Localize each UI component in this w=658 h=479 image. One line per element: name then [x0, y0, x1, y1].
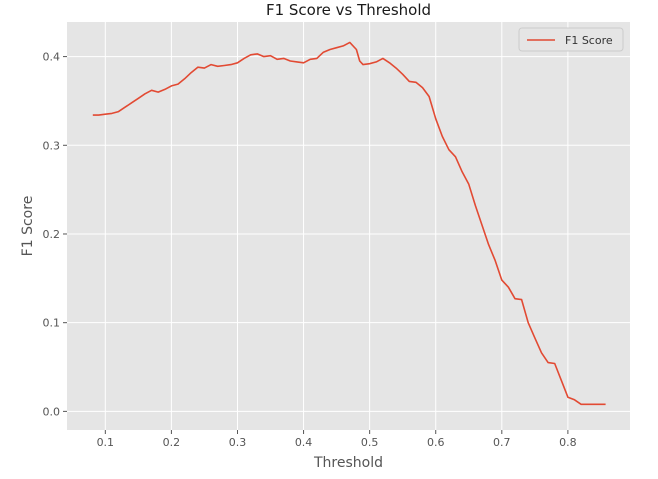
x-tick-label: 0.6: [427, 436, 445, 449]
x-tick-label: 0.8: [559, 436, 577, 449]
x-tick-label: 0.5: [361, 436, 379, 449]
chart-title: F1 Score vs Threshold: [266, 1, 431, 19]
x-tick-label: 0.3: [229, 436, 247, 449]
x-axis-ticks: 0.1 0.2 0.3 0.4 0.5 0.6 0.7 0.8: [97, 430, 577, 449]
plot-background: [67, 22, 630, 430]
grid: [67, 22, 630, 430]
series-line-f1-score: [92, 41, 606, 406]
y-tick-label: 0.4: [43, 51, 61, 64]
y-tick-label: 0.1: [43, 317, 61, 330]
x-tick-label: 0.1: [97, 436, 115, 449]
series-layer: [92, 41, 606, 406]
y-tick-label: 0.2: [43, 228, 61, 241]
y-tick-label: 0.3: [43, 139, 61, 152]
y-axis-ticks: 0.0 0.1 0.2 0.3 0.4: [43, 51, 67, 418]
x-tick-label: 0.7: [493, 436, 511, 449]
legend-box: [518, 27, 624, 52]
y-tick-label: 0.0: [43, 405, 61, 418]
y-axis-label: F1 Score: [20, 196, 36, 257]
x-tick-label: 0.2: [163, 436, 181, 449]
legend: F1 Score: [518, 27, 624, 52]
x-axis-label: Threshold: [313, 455, 383, 471]
x-tick-label: 0.4: [295, 436, 313, 449]
legend-label-f1-score: F1 Score: [565, 34, 613, 47]
